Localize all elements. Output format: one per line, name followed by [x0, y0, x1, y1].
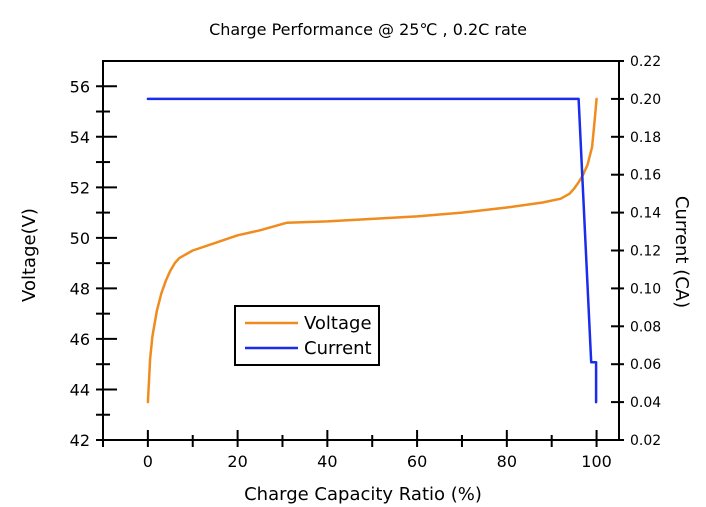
left-axis: 42 44 46 48 50 52 54 56 [70, 77, 117, 450]
right-axis: 0.02 0.04 0.06 0.08 0.10 0.12 0.14 0.16 0.18 0.20… [611, 54, 661, 449]
y-tick-label: 56 [70, 77, 90, 96]
y2-axis-title: Current (CA) [671, 196, 692, 308]
x-tick-label: 20 [227, 452, 247, 471]
y2-tick-label: 0.18 [630, 130, 661, 146]
legend-label-voltage: Voltage [304, 313, 372, 334]
y2-tick-label: 0.06 [630, 357, 661, 373]
y-tick-label: 42 [70, 431, 90, 450]
y-axis-title: Voltage(V) [19, 208, 40, 302]
x-tick-label: 40 [317, 452, 337, 471]
legend-box [234, 305, 380, 366]
series-line-current [146, 97, 598, 404]
y2-tick-label: 0.04 [630, 395, 661, 411]
y2-tick-label: 0.20 [630, 92, 661, 108]
bottom-axis: 0 20 40 60 80 100 [102, 430, 612, 471]
legend-label-current: Current [304, 338, 372, 359]
y2-tick-label: 0.22 [630, 54, 661, 70]
y-tick-label: 44 [70, 380, 90, 399]
y2-tick-label: 0.14 [630, 206, 661, 222]
series-layer [146, 97, 598, 404]
x-tick-label: 80 [497, 452, 517, 471]
y2-tick-label: 0.02 [630, 433, 661, 449]
x-tick-label: 0 [143, 452, 153, 471]
y-tick-label: 54 [70, 128, 90, 147]
legend: Voltage Current [234, 305, 380, 366]
y-tick-label: 48 [70, 279, 90, 298]
series-line-voltage [146, 97, 598, 404]
y2-tick-label: 0.12 [630, 244, 661, 260]
y-tick-label: 50 [70, 229, 90, 248]
y-tick-label: 52 [70, 178, 90, 197]
x-tick-label: 100 [581, 452, 612, 471]
y2-tick-label: 0.16 [630, 168, 661, 184]
chart-title: Charge Performance @ 25℃ , 0.2C rate [209, 20, 527, 39]
y2-tick-label: 0.10 [630, 281, 661, 297]
x-tick-label: 60 [407, 452, 427, 471]
y2-tick-label: 0.08 [630, 319, 661, 335]
x-axis-title: Charge Capacity Ratio (%) [244, 484, 482, 505]
y-tick-label: 46 [70, 330, 90, 349]
plot-frame [102, 60, 620, 441]
